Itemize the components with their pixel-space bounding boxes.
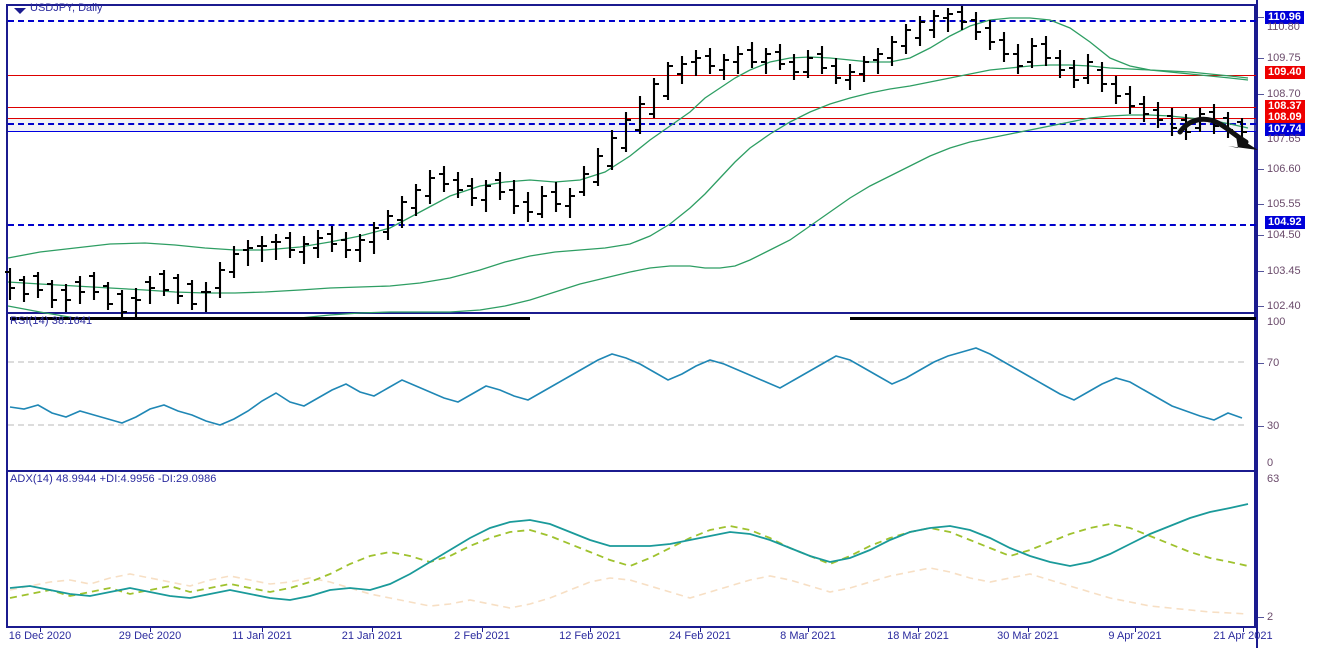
x-axis-label: 11 Jan 2021 [232,630,292,642]
level-line-108-37[interactable] [8,107,1256,108]
price-series-layer [5,6,1249,320]
chevron-down-icon[interactable] [14,8,26,14]
price-tick-106-60: 106.60 [1258,163,1333,175]
price-tick-110-96: 110.96 [1258,11,1333,24]
x-axis-tick [1135,628,1136,632]
rsi-tick-30: 30 [1258,420,1333,432]
level-line-110-96[interactable] [8,20,1256,22]
price-tick-104-92: 104.92 [1258,216,1333,229]
price-tick-102-40: 102.40 [1258,300,1333,312]
rsi-panel[interactable] [6,312,1256,474]
divider-segment-left [10,317,530,320]
down-arrow-annotation[interactable] [1176,108,1262,154]
rsi-panel-label: RSI(14) 38.1641 [10,315,93,327]
adx-tick-2: 2 [1258,611,1333,623]
minus-di-line [9,523,1249,599]
adx-panel[interactable] [6,470,1256,628]
adx-series-layer [9,503,1249,615]
x-axis-tick [918,628,919,632]
price-tick-103-45: 103.45 [1258,265,1333,277]
x-axis-tick [700,628,701,632]
x-axis-tick [372,628,373,632]
bollinger-middle-line [7,64,1249,294]
price-tick-109-40: 109.40 [1258,66,1333,79]
bollinger-lower-line [7,114,1249,320]
adx-line [9,503,1249,601]
x-axis-tick [482,628,483,632]
level-line-104-92[interactable] [8,224,1256,226]
price-tick-109-75: 109.75 [1258,52,1333,64]
level-line-108-09[interactable] [8,118,1256,119]
price-tick-104-50: 104.50 [1258,229,1333,241]
x-axis-label: 18 Mar 2021 [887,630,949,642]
x-axis-label: 24 Feb 2021 [669,630,731,642]
plus-di-line [9,567,1249,615]
x-axis-label: 12 Feb 2021 [559,630,621,642]
x-axis-label: 30 Mar 2021 [997,630,1059,642]
x-axis-tick [1028,628,1029,632]
x-axis-label: 16 Dec 2020 [8,630,72,642]
rsi-tick-100: 100 [1267,316,1286,328]
adx-panel-label: ADX(14) 48.9944 +DI:4.9956 -DI:29.0986 [10,473,217,485]
rsi-series-layer [8,347,1248,426]
x-axis: 16 Dec 2020 29 Dec 2020 11 Jan 2021 21 J… [0,630,1273,648]
x-axis-label: 21 Jan 2021 [341,630,403,642]
level-line-109-40[interactable] [8,75,1256,76]
support-band-fill [8,118,1256,132]
level-line-107-74-dashed[interactable] [8,123,1256,125]
adx-tick-63: 63 [1267,473,1280,485]
price-tick-108-37: 108.37 [1258,100,1333,113]
rsi-tick-0: 0 [1267,457,1274,469]
ohlc-bars [5,6,1247,320]
x-axis-label: 21 Apr 2021 [1213,630,1273,642]
x-axis-tick [1243,628,1244,632]
x-axis-tick [40,628,41,632]
rsi-line [9,347,1243,426]
x-axis-label: 29 Dec 2020 [118,630,182,642]
level-line-107-74[interactable] [8,131,1256,132]
price-tick-110-80: 110.80 [1267,21,1300,33]
bollinger-upper-line [7,17,1249,259]
price-tick-108-09: 108.09 [1258,111,1333,124]
x-axis-tick [150,628,151,632]
price-tick-107-74: 107.74 [1258,123,1333,136]
x-axis-label: 2 Feb 2021 [454,630,510,642]
rsi-tick-70: 70 [1258,357,1333,369]
x-axis-tick [590,628,591,632]
page-title: USDJPY, Daily [30,2,103,14]
x-axis-tick [262,628,263,632]
divider-segment-right [850,317,1256,320]
price-tick-105-55: 105.55 [1258,198,1333,210]
price-scale[interactable]: 110.96 110.80 109.75 109.40 108.70 108.3… [1256,0,1333,648]
price-tick-108-70: 108.70 [1258,88,1333,100]
x-axis-label: 8 Mar 2021 [780,630,836,642]
price-tick-107-65: 107.65 [1267,133,1301,145]
x-axis-label: 9 Apr 2021 [1108,630,1162,642]
x-axis-tick [808,628,809,632]
price-panel[interactable] [6,4,1256,320]
